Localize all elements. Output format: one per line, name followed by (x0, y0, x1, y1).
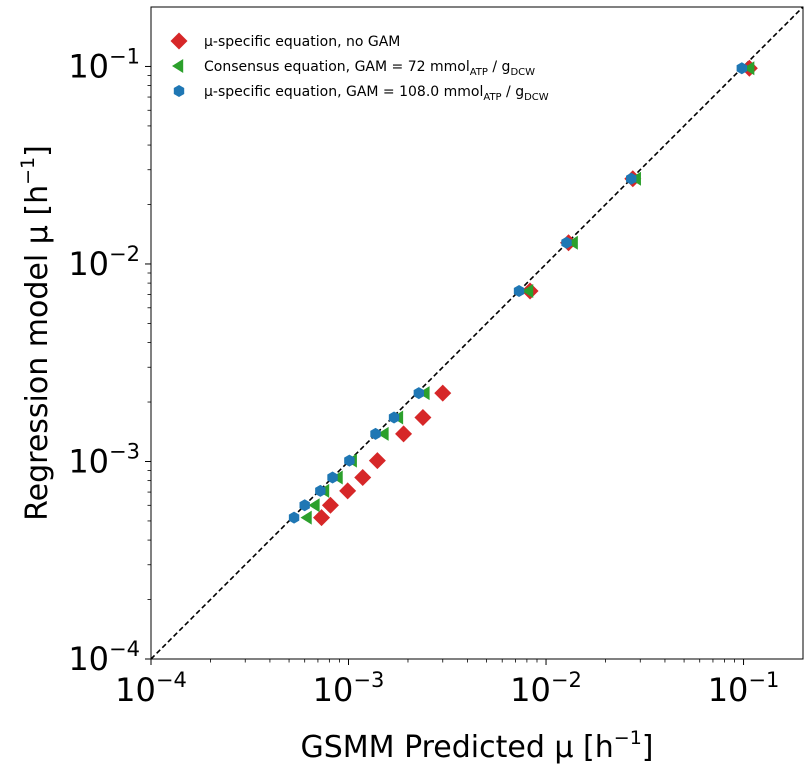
y-tick-label: 10−1 (68, 44, 140, 85)
legend-label: Consensus equation, GAM = 72 mmolATP / g… (204, 59, 535, 78)
data-point-hexagon (561, 236, 572, 249)
x-tick-label: 10−3 (313, 668, 385, 709)
x-tick-label: 10−2 (510, 668, 582, 709)
data-point-hexagon (299, 499, 310, 512)
plot-frame (150, 6, 804, 660)
data-point-hexagon (413, 387, 425, 400)
data-point-hexagon (344, 454, 355, 467)
data-point-diamond (395, 425, 413, 443)
data-point-diamond (321, 496, 339, 514)
data-point-hexagon (288, 511, 300, 524)
ticks-layer: 10−4 10−3 10−2 10−1 10−4 10−3 10−2 10−1 (68, 44, 779, 709)
data-point-hexagon (626, 172, 637, 185)
x-tick-label: 10−1 (708, 668, 780, 709)
x-tick-label: 10−4 (115, 668, 187, 709)
data-point-diamond (414, 408, 432, 426)
y-tick-label: 10−3 (68, 439, 140, 480)
data-point-hexagon (327, 471, 338, 484)
legend: μ-specific equation, no GAM Consensus equ… (170, 32, 549, 103)
x-axis-label: GSMM Predicted μ [h−1] (300, 727, 653, 765)
data-point-triangle (377, 426, 389, 441)
data-point-triangle (566, 235, 578, 250)
legend-label: μ-specific equation, GAM = 108.0 mmolATP… (204, 84, 549, 103)
legend-marker-hexagon (173, 85, 185, 97)
data-point-diamond (313, 509, 331, 527)
legend-marker-diamond (170, 32, 188, 50)
data-point-triangle (743, 61, 755, 76)
y-tick-label: 10−2 (68, 242, 140, 283)
series-2 (300, 61, 755, 525)
data-point-hexagon (388, 411, 400, 424)
data-point-diamond (339, 482, 357, 500)
data-point-triangle (300, 510, 312, 525)
legend-label: μ-specific equation, no GAM (204, 34, 400, 50)
data-point-hexagon (513, 284, 525, 297)
axis-labels-layer: GSMM Predicted μ [h−1] Regression model μ… (17, 145, 654, 765)
y-axis-label: Regression model μ [h−1] (17, 145, 55, 521)
data-point-triangle (522, 283, 534, 298)
data-point-diamond (368, 452, 386, 470)
reference-line-layer (150, 6, 804, 660)
data-point-diamond (434, 384, 452, 402)
legend-marker-triangle (172, 59, 184, 73)
y-tick-label: 10−4 (68, 637, 140, 678)
data-point-hexagon (736, 62, 748, 75)
data-point-triangle (308, 498, 320, 513)
data-point-diamond (354, 468, 372, 486)
series-3 (288, 62, 748, 524)
data-point-hexagon (370, 427, 381, 440)
data-points-layer (288, 59, 758, 527)
data-point-hexagon (315, 484, 326, 497)
identity-reference-line (150, 6, 804, 660)
